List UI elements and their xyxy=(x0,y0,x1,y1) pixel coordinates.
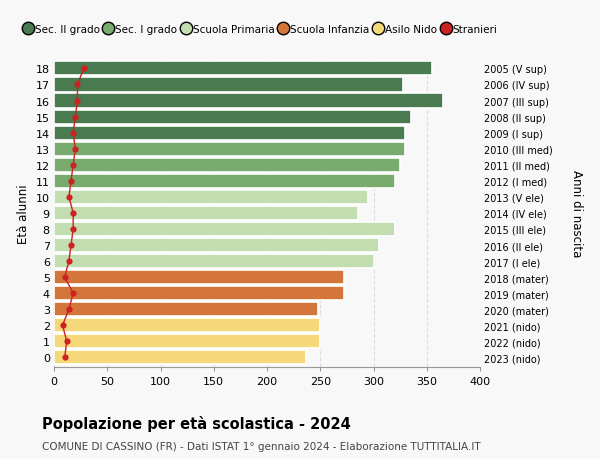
Bar xyxy=(54,190,368,204)
Legend: Sec. II grado, Sec. I grado, Scuola Primaria, Scuola Infanzia, Asilo Nido, Stran: Sec. II grado, Sec. I grado, Scuola Prim… xyxy=(25,25,497,35)
Bar xyxy=(54,319,320,333)
Bar xyxy=(54,223,395,236)
Bar xyxy=(54,270,344,285)
Bar xyxy=(54,286,344,301)
Y-axis label: Età alunni: Età alunni xyxy=(17,184,30,243)
Bar xyxy=(54,158,400,173)
Bar xyxy=(54,207,358,220)
Bar xyxy=(54,110,411,124)
Text: COMUNE DI CASSINO (FR) - Dati ISTAT 1° gennaio 2024 - Elaborazione TUTTITALIA.IT: COMUNE DI CASSINO (FR) - Dati ISTAT 1° g… xyxy=(42,441,481,451)
Bar xyxy=(54,335,320,349)
Y-axis label: Anni di nascita: Anni di nascita xyxy=(569,170,583,257)
Bar xyxy=(54,238,379,252)
Bar xyxy=(54,62,432,76)
Bar xyxy=(54,302,318,317)
Bar xyxy=(54,94,443,108)
Bar xyxy=(54,174,395,189)
Text: Popolazione per età scolastica - 2024: Popolazione per età scolastica - 2024 xyxy=(42,415,351,431)
Bar xyxy=(54,78,403,92)
Bar xyxy=(54,142,406,157)
Bar xyxy=(54,126,406,140)
Bar xyxy=(54,254,373,269)
Bar xyxy=(54,351,307,364)
